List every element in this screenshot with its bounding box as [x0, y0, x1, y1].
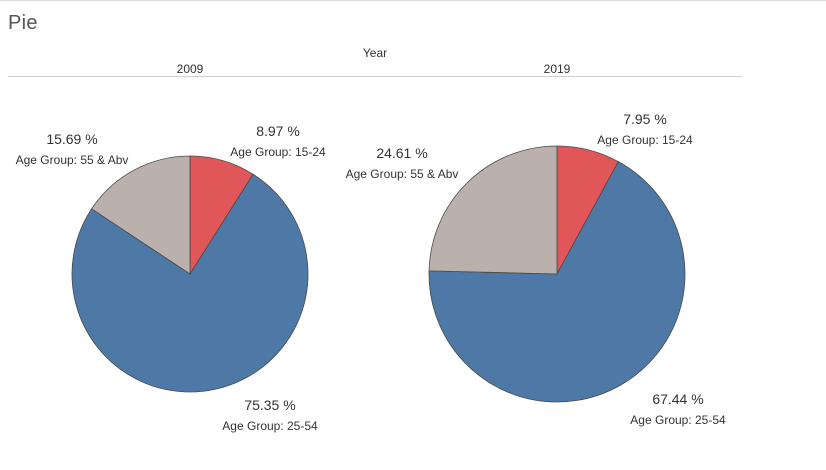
pie-slice-2019-age-group-25-54[interactable] — [428, 161, 686, 403]
slice-percent-label-2009-age-group-25-54: 75.35 % — [244, 397, 295, 413]
slice-category-label-2009-age-group-55-abv: Age Group: 55 & Abv — [16, 153, 129, 167]
pane-label-2009: 2009 — [176, 62, 204, 76]
pie-slice-2019-age-group-55-abv[interactable] — [428, 145, 558, 275]
slice-category-label-2019-age-group-55-abv: Age Group: 55 & Abv — [346, 167, 459, 181]
slice-percent-label-2019-age-group-55-abv: 24.61 % — [376, 145, 427, 161]
slice-percent-label-2019-age-group-15-24: 7.95 % — [623, 111, 667, 127]
slice-percent-label-2009-age-group-15-24: 8.97 % — [256, 123, 300, 139]
slice-category-label-2009-age-group-15-24: Age Group: 15-24 — [230, 145, 326, 159]
sheet-title: Pie — [8, 12, 38, 34]
slice-percent-label-2019-age-group-25-54: 67.44 % — [652, 391, 703, 407]
column-header-year: Year — [362, 46, 388, 60]
column-header-divider — [8, 76, 742, 77]
pie-slice-2009-age-group-55-abv[interactable] — [91, 155, 191, 275]
slice-category-label-2009-age-group-25-54: Age Group: 25-54 — [222, 419, 318, 433]
slice-category-label-2019-age-group-15-24: Age Group: 15-24 — [597, 133, 693, 147]
top-border — [0, 0, 826, 1]
pane-label-2019: 2019 — [543, 62, 571, 76]
slice-percent-label-2009-age-group-55-abv: 15.69 % — [46, 131, 97, 147]
pie-slice-2009-age-group-25-54[interactable] — [71, 173, 309, 393]
slice-category-label-2019-age-group-25-54: Age Group: 25-54 — [630, 413, 726, 427]
